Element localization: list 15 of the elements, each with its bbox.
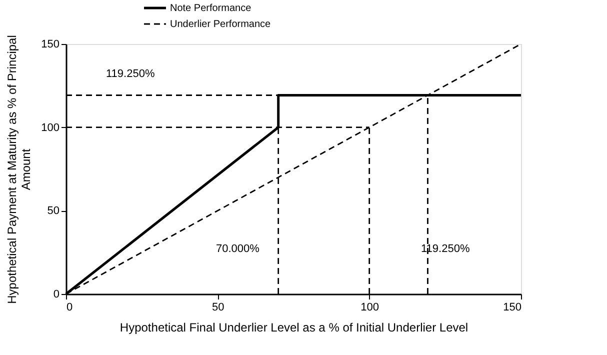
x-tick-label: 100 <box>360 302 380 314</box>
y-axis-title: Hypothetical Payment at Maturity as % of Principal Amount <box>5 35 34 304</box>
legend-label: Underlier Performance <box>170 19 272 30</box>
y-tick-label: 100 <box>41 122 60 134</box>
legend-label: Note Performance <box>170 3 252 14</box>
x-tick-label: 150 <box>503 302 522 314</box>
y-tick-label: 50 <box>47 205 60 218</box>
x-tick-label: 0 <box>66 302 73 314</box>
annotation: 70.000% <box>216 243 260 255</box>
y-tick-label: 150 <box>41 38 60 50</box>
x-axis-title: Hypothetical Final Underlier Level as a % of Initial Underlier Level <box>120 320 468 334</box>
y-tick-label: 0 <box>53 288 60 300</box>
annotation: 119.250% <box>421 243 470 255</box>
annotation: 119.250% <box>106 68 155 80</box>
x-tick-label: 50 <box>212 302 224 314</box>
